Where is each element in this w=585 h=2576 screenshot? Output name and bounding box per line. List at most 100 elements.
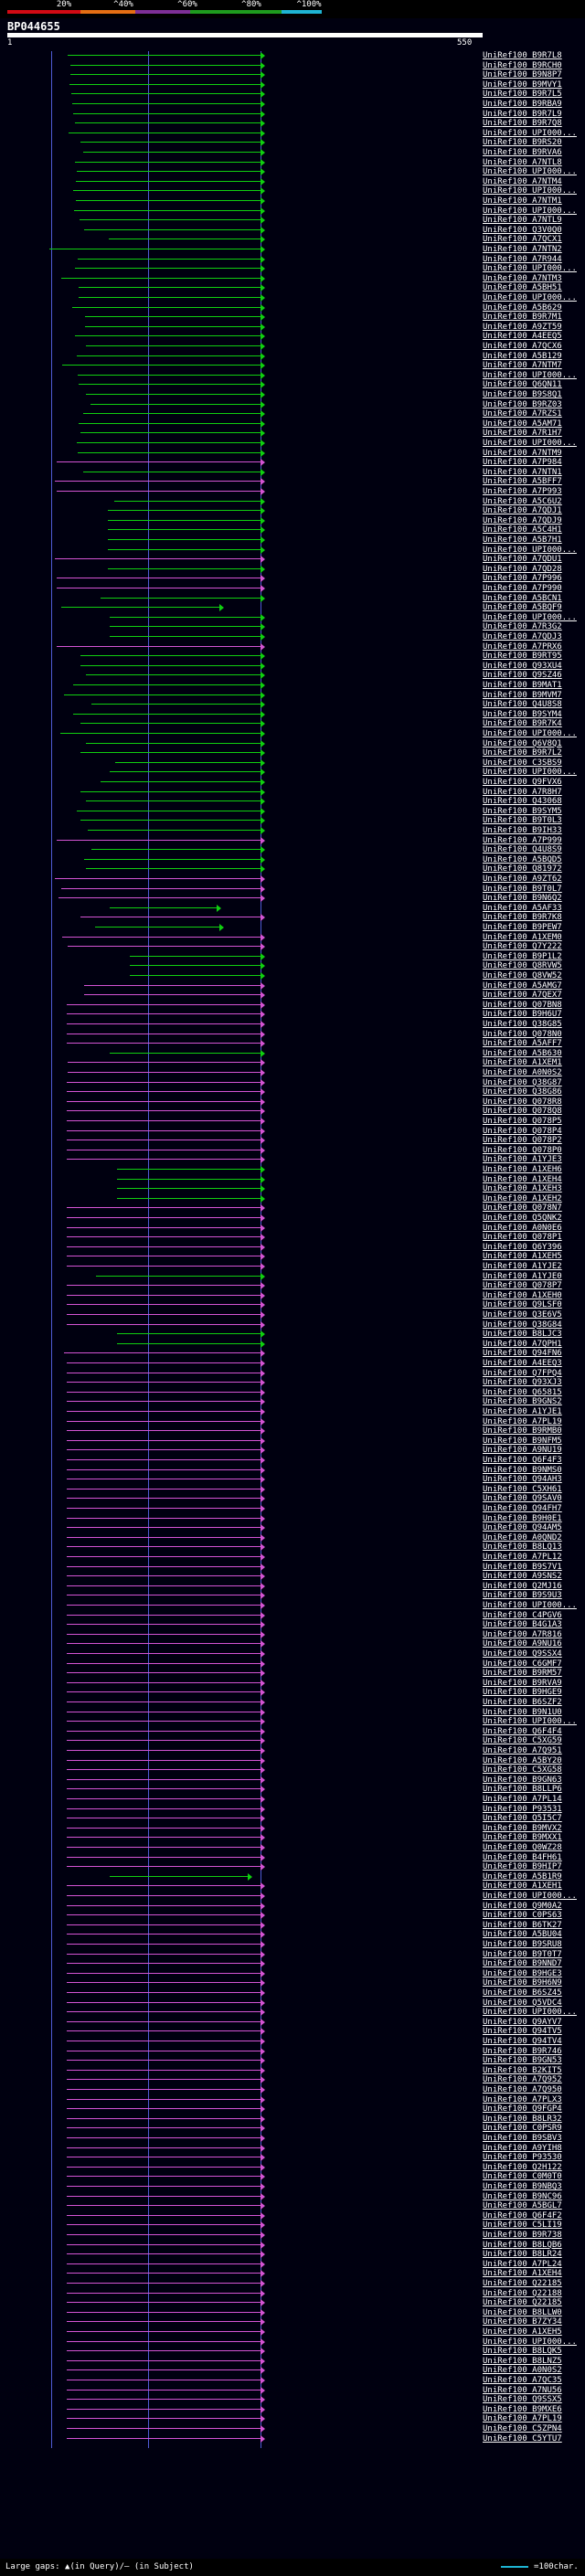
hit-label-link[interactable]: UniRef100_B9RS20 bbox=[483, 138, 562, 148]
hit-label-link[interactable]: UniRef100_B9H6N9 bbox=[483, 1978, 562, 1988]
hit-alignment-bar[interactable] bbox=[67, 1807, 261, 1809]
hit-alignment-bar[interactable] bbox=[67, 2273, 261, 2274]
hit-alignment-bar[interactable] bbox=[67, 1362, 261, 1363]
hit-label-link[interactable]: UniRef100_A0N0S2 bbox=[483, 1068, 562, 1077]
hit-label-link[interactable]: UniRef100_Q81972 bbox=[483, 864, 562, 875]
hit-label-link[interactable]: UniRef100_A7P990 bbox=[483, 584, 562, 593]
hit-alignment-bar[interactable] bbox=[83, 152, 261, 153]
hit-label-link[interactable]: UniRef100_Q94FH7 bbox=[483, 1504, 562, 1513]
hit-label-link[interactable]: UniRef100_A7QEX7 bbox=[483, 991, 562, 1001]
hit-label-link[interactable]: UniRef100_A7PL14 bbox=[483, 1795, 562, 1804]
hit-alignment-bar[interactable] bbox=[67, 2060, 261, 2062]
hit-alignment-bar[interactable] bbox=[108, 529, 261, 531]
hit-label-link[interactable]: UniRef100_B9RT95 bbox=[483, 652, 562, 662]
hit-label-link[interactable]: UniRef100_A7PL24 bbox=[483, 2259, 562, 2269]
hit-alignment-bar[interactable] bbox=[80, 219, 261, 221]
hit-label-link[interactable]: UniRef100_Q4U8S8 bbox=[483, 700, 562, 710]
hit-label-link[interactable]: UniRef100_Q7FPQ4 bbox=[483, 1368, 562, 1378]
hit-label-link[interactable]: UniRef100_A7Q952 bbox=[483, 2075, 562, 2085]
hit-label-link[interactable]: UniRef100_A4EEQ5 bbox=[483, 332, 562, 342]
hit-alignment-bar[interactable] bbox=[67, 1934, 261, 1935]
hit-label-link[interactable]: UniRef100_B9H6U7 bbox=[483, 1010, 562, 1020]
hit-label-link[interactable]: UniRef100_A5AFF7 bbox=[483, 1039, 562, 1049]
hit-alignment-bar[interactable] bbox=[67, 1963, 261, 1965]
hit-alignment-bar[interactable] bbox=[67, 2369, 261, 2371]
hit-alignment-bar[interactable] bbox=[108, 539, 261, 540]
hit-alignment-bar[interactable] bbox=[77, 355, 261, 356]
hit-alignment-bar[interactable] bbox=[67, 2224, 261, 2226]
hit-label-link[interactable]: UniRef100_Q93XJ3 bbox=[483, 1378, 562, 1388]
hit-label-link[interactable]: UniRef100_C5XH61 bbox=[483, 1484, 562, 1494]
hit-label-link[interactable]: UniRef100_Q22185 bbox=[483, 2279, 562, 2288]
hit-alignment-bar[interactable] bbox=[67, 1750, 261, 1751]
hit-label-link[interactable]: UniRef100_UPI000... bbox=[483, 545, 577, 555]
hit-alignment-bar[interactable] bbox=[79, 297, 261, 298]
hit-label-link[interactable]: UniRef100_UPI000... bbox=[483, 1892, 577, 1901]
hit-alignment-bar[interactable] bbox=[91, 704, 261, 705]
hit-alignment-bar[interactable] bbox=[67, 1159, 261, 1161]
hit-label-link[interactable]: UniRef100_A7PRX6 bbox=[483, 641, 562, 652]
hit-label-link[interactable]: UniRef100_A5B630 bbox=[483, 1048, 562, 1058]
hit-label-link[interactable]: UniRef100_A9ZT59 bbox=[483, 322, 562, 332]
hit-label-link[interactable]: UniRef100_B9R7L2 bbox=[483, 748, 562, 758]
hit-alignment-bar[interactable] bbox=[67, 2117, 261, 2119]
hit-alignment-bar[interactable] bbox=[75, 268, 261, 270]
hit-label-link[interactable]: UniRef100_B9MXX1 bbox=[483, 1833, 562, 1843]
hit-alignment-bar[interactable] bbox=[67, 1691, 261, 1693]
hit-label-link[interactable]: UniRef100_Q9SZ46 bbox=[483, 671, 562, 681]
hit-alignment-bar[interactable] bbox=[67, 2214, 261, 2216]
hit-alignment-bar[interactable] bbox=[79, 422, 261, 424]
hit-alignment-bar[interactable] bbox=[67, 1003, 261, 1005]
hit-label-link[interactable]: UniRef100_A7R1H7 bbox=[483, 429, 562, 439]
hit-label-link[interactable]: UniRef100_A7PL19 bbox=[483, 1416, 562, 1426]
hit-alignment-bar[interactable] bbox=[86, 394, 261, 395]
hit-alignment-bar[interactable] bbox=[67, 2263, 261, 2264]
hit-label-link[interactable]: UniRef100_Q8VW52 bbox=[483, 971, 562, 981]
hit-alignment-bar[interactable] bbox=[57, 491, 261, 492]
hit-label-link[interactable]: UniRef100_B9T0L3 bbox=[483, 816, 562, 826]
hit-label-link[interactable]: UniRef100_P93531 bbox=[483, 1804, 562, 1814]
hit-label-link[interactable]: UniRef100_A0N0E6 bbox=[483, 1223, 562, 1233]
hit-label-link[interactable]: UniRef100_A7NTM1 bbox=[483, 196, 562, 206]
hit-alignment-bar[interactable] bbox=[75, 122, 261, 124]
hit-alignment-bar[interactable] bbox=[67, 1837, 261, 1839]
hit-alignment-bar[interactable] bbox=[115, 761, 261, 763]
hit-label-link[interactable]: UniRef100_Q078N0 bbox=[483, 1029, 562, 1039]
hit-alignment-bar[interactable] bbox=[67, 1847, 261, 1848]
hit-label-link[interactable]: UniRef100_A7NTM9 bbox=[483, 448, 562, 458]
hit-label-link[interactable]: UniRef100_A7QCX1 bbox=[483, 235, 562, 245]
hit-alignment-bar[interactable] bbox=[62, 936, 261, 938]
hit-label-link[interactable]: UniRef100_Q2MJ16 bbox=[483, 1581, 562, 1591]
hit-label-link[interactable]: UniRef100_B9R7L8 bbox=[483, 51, 562, 60]
hit-alignment-bar[interactable] bbox=[117, 1169, 261, 1170]
hit-label-link[interactable]: UniRef100_A0N0S2 bbox=[483, 2366, 562, 2376]
hit-alignment-bar[interactable] bbox=[67, 1904, 261, 1906]
hit-alignment-bar[interactable] bbox=[67, 1565, 261, 1567]
hit-label-link[interactable]: UniRef100_Q8RVW5 bbox=[483, 961, 562, 971]
hit-label-link[interactable]: UniRef100_B9HGE9 bbox=[483, 1688, 562, 1698]
hit-alignment-bar[interactable] bbox=[88, 830, 261, 831]
hit-alignment-bar[interactable] bbox=[67, 1207, 261, 1209]
hit-label-link[interactable]: UniRef100_B8LQK5 bbox=[483, 2347, 562, 2357]
hit-alignment-bar[interactable] bbox=[73, 684, 261, 685]
hit-label-link[interactable]: UniRef100_Q94TV4 bbox=[483, 2037, 562, 2046]
hit-label-link[interactable]: UniRef100_B4FH61 bbox=[483, 1852, 562, 1862]
hit-alignment-bar[interactable] bbox=[80, 790, 261, 792]
hit-label-link[interactable]: UniRef100_A7P999 bbox=[483, 835, 562, 845]
hit-label-link[interactable]: UniRef100_C6GMF7 bbox=[483, 1659, 562, 1669]
hit-alignment-bar[interactable] bbox=[101, 781, 261, 782]
hit-label-link[interactable]: UniRef100_A5BFF7 bbox=[483, 477, 562, 487]
hit-label-link[interactable]: UniRef100_C3SBS9 bbox=[483, 758, 562, 768]
hit-alignment-bar[interactable] bbox=[67, 1246, 261, 1247]
hit-alignment-bar[interactable] bbox=[67, 2001, 261, 2003]
hit-label-link[interactable]: UniRef100_A7NTM3 bbox=[483, 273, 562, 283]
hit-alignment-bar[interactable] bbox=[67, 1401, 261, 1403]
hit-label-link[interactable]: UniRef100_Q9M0A2 bbox=[483, 1901, 562, 1911]
hit-label-link[interactable]: UniRef100_A1XEH4 bbox=[483, 1174, 562, 1184]
hit-alignment-bar[interactable] bbox=[67, 1323, 261, 1325]
hit-label-link[interactable]: UniRef100_UPI000... bbox=[483, 2337, 577, 2347]
hit-alignment-bar[interactable] bbox=[110, 616, 261, 618]
hit-label-link[interactable]: UniRef100_A7QDJ1 bbox=[483, 506, 562, 516]
hit-label-link[interactable]: UniRef100_Q5VDC4 bbox=[483, 1998, 562, 2008]
hit-alignment-bar[interactable] bbox=[58, 897, 261, 899]
